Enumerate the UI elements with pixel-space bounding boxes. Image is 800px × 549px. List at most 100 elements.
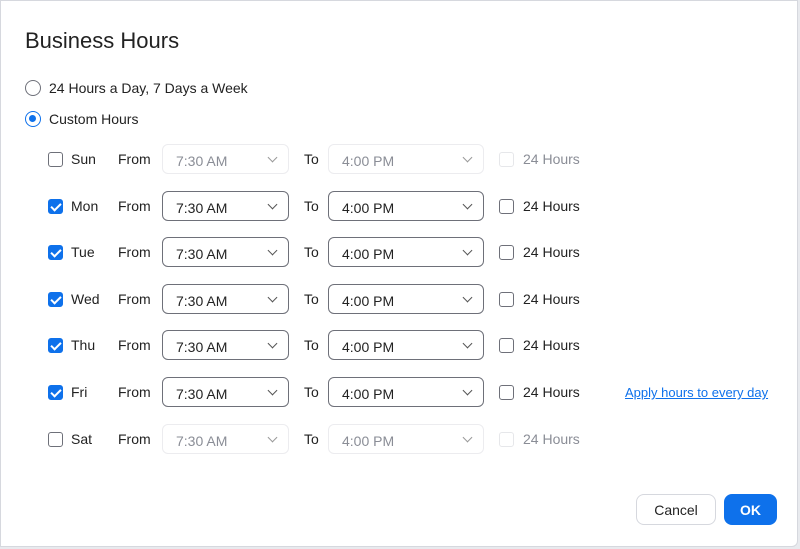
from-label: From (118, 430, 151, 447)
to-time-value: 4:00 PM (342, 199, 395, 216)
day-row-mon: Mon From 7:30 AM To 4:00 PM 24 Hours (1, 190, 601, 221)
to-label: To (304, 430, 319, 447)
from-time-select[interactable]: 7:30 AM (162, 190, 289, 221)
chevron-down-icon (462, 292, 473, 303)
cancel-button[interactable]: Cancel (636, 494, 716, 525)
from-label: From (118, 151, 151, 167)
day-label: Fri (71, 384, 88, 400)
to-time-select[interactable]: 4:00 PM (328, 377, 484, 407)
all-day-checkbox[interactable] (499, 198, 514, 214)
day-checkbox[interactable] (48, 152, 63, 167)
from-label: From (118, 244, 151, 261)
day-checkbox[interactable] (48, 431, 63, 447)
to-label: To (304, 151, 319, 167)
day-checkbox[interactable] (48, 338, 63, 354)
chevron-down-icon (462, 338, 473, 349)
from-time-value: 7:30 AM (176, 292, 228, 309)
to-label: To (304, 337, 319, 354)
from-time-select[interactable]: 7:30 AM (162, 423, 289, 454)
all-day-checkbox[interactable] (499, 385, 514, 400)
to-time-value: 4:00 PM (342, 292, 395, 309)
day-label: Sun (71, 151, 96, 167)
all-day-label: 24 Hours (523, 290, 580, 307)
to-time-select[interactable]: 4:00 PM (328, 237, 484, 268)
from-time-value: 7:30 AM (176, 386, 228, 402)
day-checkbox[interactable] (48, 385, 63, 400)
all-day-checkbox[interactable] (499, 338, 514, 354)
day-row-tue: Tue From 7:30 AM To 4:00 PM 24 Hours (1, 237, 601, 268)
ok-button[interactable]: OK (724, 494, 777, 525)
to-time-value: 4:00 PM (342, 386, 395, 402)
day-label: Mon (71, 197, 99, 214)
radio-button[interactable] (25, 111, 41, 127)
radio-always[interactable]: 24 Hours a Day, 7 Days a Week (25, 80, 248, 96)
chevron-down-icon (462, 199, 473, 210)
apply-hours-every-day-link[interactable]: Apply hours to every day (625, 385, 769, 400)
to-time-value: 4:00 PM (342, 339, 395, 356)
chevron-down-icon (267, 432, 278, 443)
all-day-checkbox[interactable] (499, 431, 514, 447)
from-time-value: 7:30 AM (176, 339, 228, 356)
radio-label: 24 Hours a Day, 7 Days a Week (49, 80, 248, 96)
to-time-value: 4:00 PM (342, 432, 395, 449)
from-label: From (118, 384, 151, 400)
from-time-value: 7:30 AM (176, 432, 228, 449)
day-checkbox[interactable] (48, 198, 63, 214)
radio-custom-hours[interactable]: Custom Hours (25, 111, 138, 127)
all-day-checkbox[interactable] (499, 245, 514, 261)
chevron-down-icon (267, 385, 278, 396)
chevron-down-icon (462, 432, 473, 443)
to-time-select[interactable]: 4:00 PM (328, 330, 484, 361)
day-checkbox[interactable] (48, 291, 63, 307)
from-time-select[interactable]: 7:30 AM (162, 237, 289, 268)
to-label: To (304, 197, 319, 214)
chevron-down-icon (462, 152, 473, 163)
radio-label: Custom Hours (49, 111, 139, 127)
chevron-down-icon (267, 199, 278, 210)
day-checkbox[interactable] (48, 245, 63, 261)
day-label: Wed (71, 290, 100, 307)
day-label: Tue (71, 244, 95, 261)
chevron-down-icon (267, 245, 278, 256)
day-row-sat: Sat From 7:30 AM To 4:00 PM 24 Hours (1, 423, 601, 454)
to-time-value: 4:00 PM (342, 246, 395, 263)
day-row-wed: Wed From 7:30 AM To 4:00 PM 24 Hours (1, 283, 601, 314)
to-time-select[interactable]: 4:00 PM (328, 190, 484, 221)
chevron-down-icon (267, 292, 278, 303)
from-label: From (118, 197, 151, 214)
from-time-value: 7:30 AM (176, 199, 228, 216)
all-day-label: 24 Hours (523, 197, 580, 214)
from-time-value: 7:30 AM (176, 246, 228, 263)
all-day-checkbox[interactable] (499, 291, 514, 307)
from-label: From (118, 290, 151, 307)
all-day-checkbox[interactable] (499, 152, 514, 167)
all-day-label: 24 Hours (523, 430, 580, 447)
to-time-value: 4:00 PM (342, 153, 395, 169)
from-time-select[interactable]: 7:30 AM (162, 330, 289, 361)
to-time-select[interactable]: 4:00 PM (328, 144, 484, 174)
from-time-select[interactable]: 7:30 AM (162, 377, 289, 407)
chevron-down-icon (462, 385, 473, 396)
all-day-label: 24 Hours (523, 337, 580, 354)
to-label: To (304, 290, 319, 307)
to-label: To (304, 244, 319, 261)
day-label: Sat (71, 430, 93, 447)
to-time-select[interactable]: 4:00 PM (328, 423, 484, 454)
chevron-down-icon (267, 152, 278, 163)
day-row-sun: Sun From 7:30 AM To 4:00 PM 24 Hours (1, 144, 601, 174)
dialog-title: Business Hours (25, 28, 180, 53)
from-time-value: 7:30 AM (176, 153, 228, 169)
radio-button[interactable] (25, 80, 41, 96)
chevron-down-icon (267, 338, 278, 349)
day-row-thu: Thu From 7:30 AM To 4:00 PM 24 Hours (1, 330, 601, 361)
all-day-label: 24 Hours (523, 384, 580, 400)
to-label: To (304, 384, 319, 400)
from-label: From (118, 337, 151, 354)
from-time-select[interactable]: 7:30 AM (162, 283, 289, 314)
to-time-select[interactable]: 4:00 PM (328, 283, 484, 314)
from-time-select[interactable]: 7:30 AM (162, 144, 289, 174)
day-row-fri: Fri From 7:30 AM To 4:00 PM 24 Hours (1, 377, 601, 407)
all-day-label: 24 Hours (523, 244, 580, 261)
day-label: Thu (71, 337, 96, 354)
